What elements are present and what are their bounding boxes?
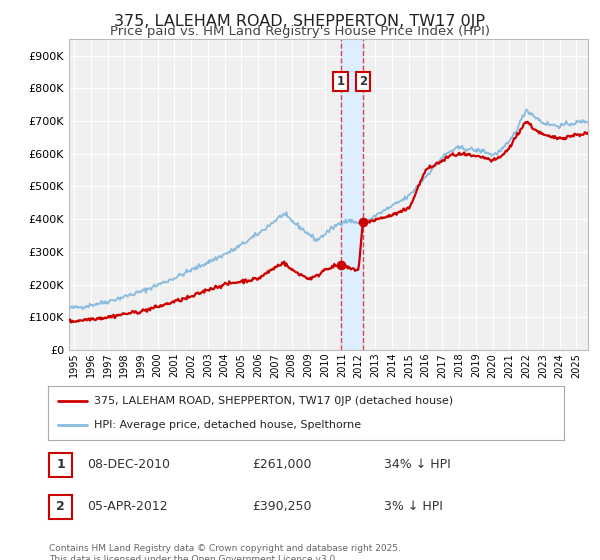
Text: 1: 1 [56, 458, 65, 472]
Text: 1: 1 [337, 75, 344, 88]
Text: 2: 2 [359, 75, 367, 88]
Text: 05-APR-2012: 05-APR-2012 [87, 500, 167, 514]
Text: 2: 2 [56, 500, 65, 514]
Text: 375, LALEHAM ROAD, SHEPPERTON, TW17 0JP: 375, LALEHAM ROAD, SHEPPERTON, TW17 0JP [115, 14, 485, 29]
Text: Price paid vs. HM Land Registry's House Price Index (HPI): Price paid vs. HM Land Registry's House … [110, 25, 490, 38]
Text: 34% ↓ HPI: 34% ↓ HPI [384, 458, 451, 472]
Text: £261,000: £261,000 [252, 458, 311, 472]
Text: £390,250: £390,250 [252, 500, 311, 514]
Text: 375, LALEHAM ROAD, SHEPPERTON, TW17 0JP (detached house): 375, LALEHAM ROAD, SHEPPERTON, TW17 0JP … [94, 396, 454, 406]
Text: Contains HM Land Registry data © Crown copyright and database right 2025.
This d: Contains HM Land Registry data © Crown c… [49, 544, 401, 560]
Text: 08-DEC-2010: 08-DEC-2010 [87, 458, 170, 472]
Text: HPI: Average price, detached house, Spelthorne: HPI: Average price, detached house, Spel… [94, 420, 362, 430]
Text: 3% ↓ HPI: 3% ↓ HPI [384, 500, 443, 514]
Bar [341, 39, 363, 350]
